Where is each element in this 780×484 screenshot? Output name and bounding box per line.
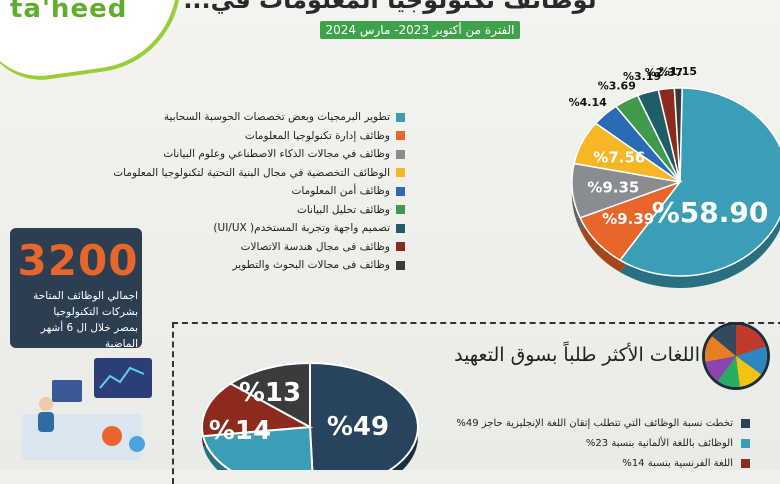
legend-swatch — [396, 112, 405, 122]
languages-section-frame — [172, 322, 780, 484]
pie-slice — [228, 361, 311, 429]
stat-number: 3200 — [17, 236, 139, 285]
slice-value-label: %2.37 — [645, 66, 683, 79]
tablet-icon — [52, 380, 82, 402]
person-body-icon — [38, 412, 54, 432]
legend-label: وظائف تحليل البيانات — [296, 203, 390, 216]
slice-value-label: %13 — [239, 378, 301, 408]
legend-swatch — [396, 149, 405, 159]
legend-label: وظائف فى مجال هندسة الاتصالات — [240, 240, 390, 253]
slice-value-label: %58.90 — [652, 196, 769, 229]
legend-item: وظائف تحليل البيانات — [180, 201, 405, 220]
legend-swatch — [396, 168, 405, 178]
line-graph-icon — [99, 366, 145, 389]
legend-label: تخطت نسبة الوظائف التي تتطلب إتقان اللغة… — [456, 417, 733, 429]
person-head-icon — [39, 397, 53, 411]
legend-label: وظائف في مجالات الذكاء الاصطناعي وعلوم ا… — [163, 148, 390, 161]
slice-value-label: %1.15 — [659, 65, 697, 78]
legend-label: وظائف فى مجالات البحوث والتطوير — [232, 259, 391, 272]
logo[interactable]: ta'heed — [10, 0, 128, 24]
job-categories-pie-chart: %58.90%9.39 %9.35 %7.56 %4.14 %3.69%3.19%2.3… — [569, 65, 780, 288]
legend-swatch — [396, 223, 405, 233]
slice-value-label: %4.14 — [569, 96, 608, 109]
stat-text: اجمالي الوظائف المتاحة بشركات التكنولوجي… — [14, 288, 138, 352]
stat-text-line: بمصر خلال ال 6 أشهر — [40, 322, 138, 334]
legend-item: وظائف فى مجال هندسة الاتصالات — [180, 238, 405, 257]
stat-text-line: الماضية — [104, 338, 138, 350]
legend-item: تطوير البرمجيات وبعض تخصصات الحوسبة السح… — [164, 108, 405, 127]
pie-slice — [201, 382, 314, 438]
page-title: ...لوظائف تكنولوجيا المعلومات في مصر — [183, 0, 597, 16]
legend-item: وظائف إدارة تكنولوجيا المعلومات — [180, 127, 405, 146]
legend-item: وظائف في مجالات الذكاء الاصطناعي وعلوم ا… — [163, 145, 405, 164]
pie-slice — [673, 87, 683, 183]
slice-value-label: %14 — [209, 416, 271, 446]
slice-value-label: %3.69 — [598, 80, 636, 93]
pie-slice — [201, 425, 314, 470]
legend-label: الوظائف باللغة الألمانية بنسبة 23% — [585, 437, 733, 449]
legend-swatch — [396, 205, 405, 215]
legend-swatch — [396, 186, 405, 196]
languages-pie-chart: %49 %14 %13 — [201, 361, 419, 470]
legend-swatch — [396, 260, 405, 270]
stat-text-line: اجمالي الوظائف المتاحة — [33, 290, 138, 302]
legend-item: الوظائف التخصصية في مجال البنية التحتية … — [113, 164, 405, 183]
legend-item: اللغة الفرنسية بنسبة 14% — [420, 453, 750, 473]
legend-label: اللغة الفرنسية بنسبة 14% — [622, 457, 733, 469]
legend-swatch — [741, 458, 750, 468]
legend-swatch — [741, 438, 750, 448]
pie-badge-icon — [102, 426, 122, 446]
stat-text-line: بشركات التكنولوجيا — [53, 306, 138, 318]
legend-label: تصميم واجهة وتجربة المستخدم( UI/UX) — [213, 222, 390, 235]
job-categories-legend: تطوير البرمجيات وبعض تخصصات الحوسبة السح… — [113, 108, 405, 275]
legend-item: تخطت نسبة الوظائف التي تتطلب إتقان اللغة… — [420, 413, 750, 433]
legend-swatch — [396, 131, 405, 141]
slice-value-label: %3.19 — [623, 70, 661, 83]
period-banner: الفترة من أكتوبر 2023- مارس 2024 — [320, 21, 520, 39]
legend-item: وظائف أمن المعلومات — [180, 182, 405, 201]
legend-swatch — [741, 418, 750, 428]
slice-value-label: %49 — [327, 412, 389, 442]
slice-value-label: %9.39 — [602, 210, 654, 228]
workplace-illustration — [22, 358, 152, 460]
legend-label: تطوير البرمجيات وبعض تخصصات الحوسبة السح… — [163, 111, 390, 124]
languages-title: اللغات الأكثر طلباً بسوق التعهيد — [454, 344, 700, 366]
pie-slice — [309, 361, 419, 470]
slice-value-label: %9.35 — [587, 179, 639, 197]
languages-legend: تخطت نسبة الوظائف التي تتطلب إتقان اللغة… — [420, 413, 750, 473]
legend-label: وظائف أمن المعلومات — [291, 185, 391, 198]
stat-card — [10, 228, 142, 348]
legend-item: تصميم واجهة وتجربة المستخدم( UI/UX) — [180, 219, 405, 238]
pie-slice — [618, 87, 780, 277]
legend-label: الوظائف التخصصية في مجال البنية التحتية … — [113, 166, 390, 179]
legend-label: وظائف إدارة تكنولوجيا المعلومات — [244, 129, 390, 142]
flags-globe-icon — [705, 325, 767, 387]
legend-swatch — [396, 242, 405, 252]
slice-value-label: %7.56 — [593, 148, 645, 166]
legend-item: الوظائف باللغة الألمانية بنسبة 23% — [420, 433, 750, 453]
legend-item: وظائف فى مجالات البحوث والتطوير — [180, 256, 405, 275]
gear-icon — [129, 436, 145, 452]
